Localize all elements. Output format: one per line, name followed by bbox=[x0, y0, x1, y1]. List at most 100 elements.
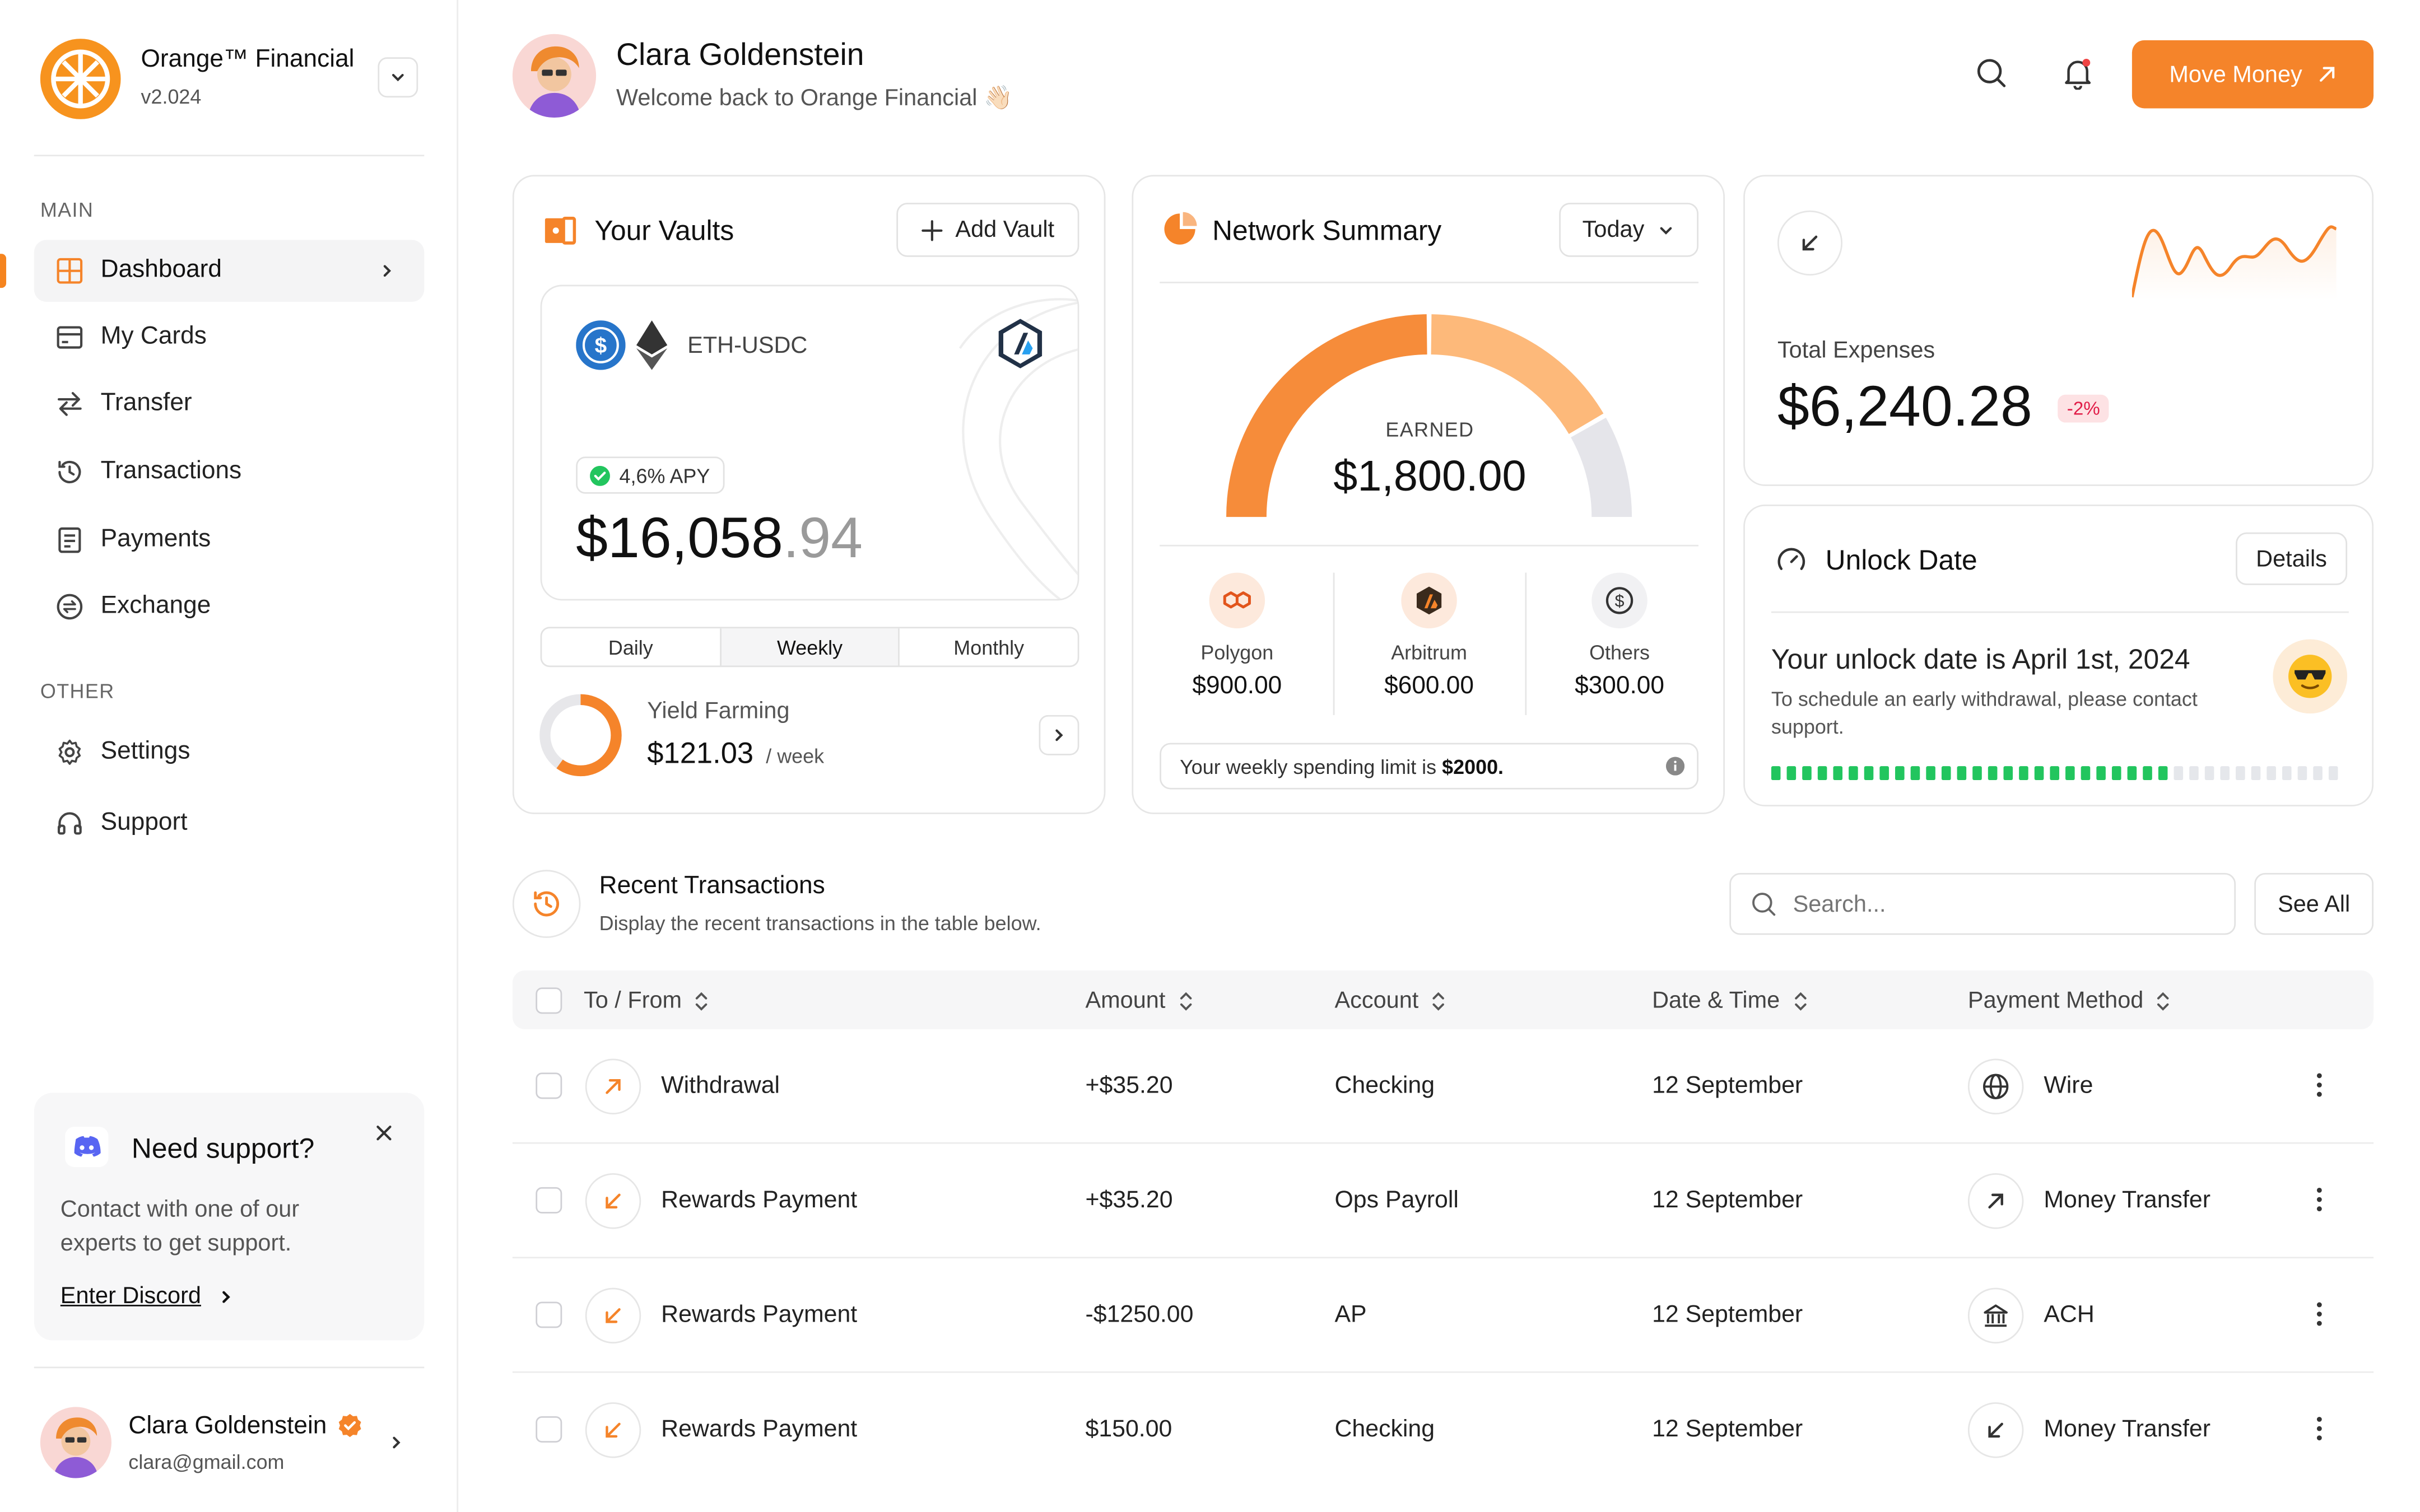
grid-icon bbox=[57, 258, 83, 284]
decorative-swirl bbox=[958, 298, 1078, 599]
row-amount: -$1250.00 bbox=[1085, 1301, 1194, 1328]
spending-limit-bar: Your weekly spending limit is $2000. bbox=[1160, 743, 1698, 790]
row-checkbox[interactable] bbox=[536, 1187, 562, 1214]
plus-icon bbox=[922, 219, 943, 241]
progress-segment bbox=[1771, 766, 1781, 781]
search-icon bbox=[1977, 59, 2006, 87]
tab-monthly[interactable]: Monthly bbox=[953, 635, 1025, 659]
row-method: Money Transfer bbox=[2044, 1187, 2210, 1214]
sidebar-item-exchange[interactable]: Exchange bbox=[34, 576, 425, 638]
yield-amount: $121.03 / week bbox=[647, 738, 824, 772]
network-title: Network Summary bbox=[1212, 215, 1442, 246]
details-button[interactable]: Details bbox=[2236, 532, 2348, 585]
unlock-date-card: Unlock Date Details Your unlock date is … bbox=[1743, 505, 2374, 806]
sidebar-item-dashboard[interactable]: Dashboard bbox=[34, 240, 425, 302]
earned-value: $1,800.00 bbox=[1333, 452, 1527, 500]
more-vertical-icon[interactable] bbox=[2315, 1184, 2324, 1215]
row-checkbox[interactable] bbox=[536, 1416, 562, 1443]
table-row[interactable]: Rewards Payment $150.00 Checking 12 Sept… bbox=[513, 1373, 2374, 1488]
gauge-segment-others bbox=[1570, 417, 1632, 517]
progress-segment bbox=[2204, 766, 2214, 781]
ethereum-icon bbox=[636, 320, 668, 370]
vault-item-card[interactable]: $ ETH-USDC 4,6% APY $16,058.94 bbox=[540, 284, 1079, 601]
period-value: Today bbox=[1582, 216, 1645, 243]
arrow-down-left-icon bbox=[1988, 1422, 2003, 1438]
gauge-segment-arbitrum bbox=[1431, 314, 1604, 435]
more-vertical-icon[interactable] bbox=[2315, 1413, 2324, 1444]
more-vertical-icon[interactable] bbox=[2315, 1299, 2324, 1329]
sidebar-item-support[interactable]: Support bbox=[34, 792, 425, 855]
sidebar-item-transactions[interactable]: Transactions bbox=[34, 441, 425, 503]
column-account[interactable]: Account bbox=[1334, 987, 1446, 1014]
sidebar-item-my-cards[interactable]: My Cards bbox=[34, 306, 425, 368]
polygon-icon bbox=[1209, 572, 1265, 629]
profile-menu[interactable]: Clara Goldenstein clara@gmail.com bbox=[34, 1393, 425, 1489]
row-account: Checking bbox=[1334, 1072, 1435, 1099]
bell-icon bbox=[2065, 59, 2091, 90]
sort-icon bbox=[2158, 991, 2170, 1010]
column-to-from[interactable]: To / From bbox=[584, 987, 710, 1014]
network-name: Others bbox=[1589, 641, 1650, 664]
move-money-button[interactable]: Move Money bbox=[2132, 40, 2374, 109]
close-support-button[interactable] bbox=[373, 1122, 395, 1144]
column-payment-method[interactable]: Payment Method bbox=[1968, 987, 2171, 1014]
see-all-button[interactable]: See All bbox=[2254, 872, 2374, 935]
column-amount[interactable]: Amount bbox=[1085, 987, 1193, 1014]
sidebar-item-settings[interactable]: Settings bbox=[34, 721, 425, 783]
sidebar-item-payments[interactable]: Payments bbox=[34, 509, 425, 571]
transactions-search[interactable] bbox=[1729, 872, 2236, 935]
sidebar-divider bbox=[34, 1366, 425, 1369]
table-row[interactable]: Rewards Payment +$35.20 Ops Payroll 12 S… bbox=[512, 1144, 2374, 1259]
column-date-time[interactable]: Date & Time bbox=[1652, 987, 1808, 1014]
sidebar-item-label: Dashboard bbox=[100, 256, 222, 283]
search-button[interactable] bbox=[1974, 56, 2011, 93]
avatar bbox=[512, 34, 597, 118]
period-tabs: Daily Weekly Monthly bbox=[540, 627, 1079, 668]
vault-pair: ETH-USDC bbox=[687, 333, 808, 360]
info-icon[interactable] bbox=[1665, 757, 1685, 776]
add-vault-button[interactable]: Add Vault bbox=[896, 203, 1079, 257]
tab-weekly[interactable]: Weekly bbox=[721, 628, 900, 666]
network-value: $600.00 bbox=[1384, 673, 1474, 700]
row-checkbox[interactable] bbox=[536, 1301, 562, 1328]
spending-limit-text: Your weekly spending limit is $2000. bbox=[1180, 755, 1504, 778]
progress-segment bbox=[2189, 766, 2199, 781]
row-name: Rewards Payment bbox=[661, 1187, 858, 1214]
workspace-toggle-button[interactable] bbox=[378, 57, 418, 98]
add-vault-label: Add Vault bbox=[955, 216, 1055, 243]
sort-icon bbox=[696, 991, 708, 1010]
notifications-button[interactable] bbox=[2061, 56, 2098, 93]
enter-discord-link[interactable]: Enter Discord bbox=[61, 1283, 235, 1309]
chevron-down-icon bbox=[392, 73, 404, 82]
sidebar-item-transfer[interactable]: Transfer bbox=[34, 373, 425, 435]
progress-segment bbox=[2297, 766, 2307, 781]
row-amount: $150.00 bbox=[1085, 1416, 1172, 1443]
yield-details-button[interactable] bbox=[1039, 715, 1079, 755]
profile-name: Clara Goldenstein bbox=[128, 1413, 327, 1440]
row-account: Ops Payroll bbox=[1334, 1187, 1459, 1214]
arrow-down-left-icon bbox=[606, 1308, 621, 1323]
progress-segment bbox=[2267, 766, 2276, 781]
vaults-card: Your Vaults Add Vault $ ETH-USDC 4,6% AP… bbox=[512, 175, 1106, 814]
row-amount: +$35.20 bbox=[1085, 1187, 1173, 1214]
search-input[interactable] bbox=[1793, 890, 2196, 917]
network-value: $900.00 bbox=[1192, 673, 1282, 700]
progress-segment bbox=[1941, 766, 1951, 781]
other-section-label: OTHER bbox=[40, 679, 115, 703]
table-row[interactable]: Rewards Payment -$1250.00 AP 12 Septembe… bbox=[512, 1258, 2374, 1373]
verified-badge-icon bbox=[338, 1413, 362, 1438]
row-checkbox[interactable] bbox=[536, 1072, 562, 1099]
tab-daily[interactable]: Daily bbox=[542, 628, 722, 666]
transactions-title: Recent Transactions bbox=[599, 872, 825, 899]
table-header: To / From Amount Account Date & Time Pay… bbox=[512, 970, 2374, 1029]
select-all-checkbox[interactable] bbox=[536, 987, 562, 1014]
row-account: Checking bbox=[1334, 1416, 1435, 1443]
spending-limit-value: $2000. bbox=[1442, 755, 1504, 779]
more-vertical-icon[interactable] bbox=[2315, 1070, 2324, 1100]
row-method: Wire bbox=[2044, 1072, 2093, 1099]
progress-segment bbox=[1817, 766, 1827, 781]
chevron-down-icon bbox=[1660, 226, 1672, 234]
period-dropdown[interactable]: Today bbox=[1559, 203, 1698, 257]
table-row[interactable]: Withdrawal +$35.20 Checking 12 September… bbox=[512, 1029, 2374, 1144]
expenses-label: Total Expenses bbox=[1777, 337, 1935, 364]
